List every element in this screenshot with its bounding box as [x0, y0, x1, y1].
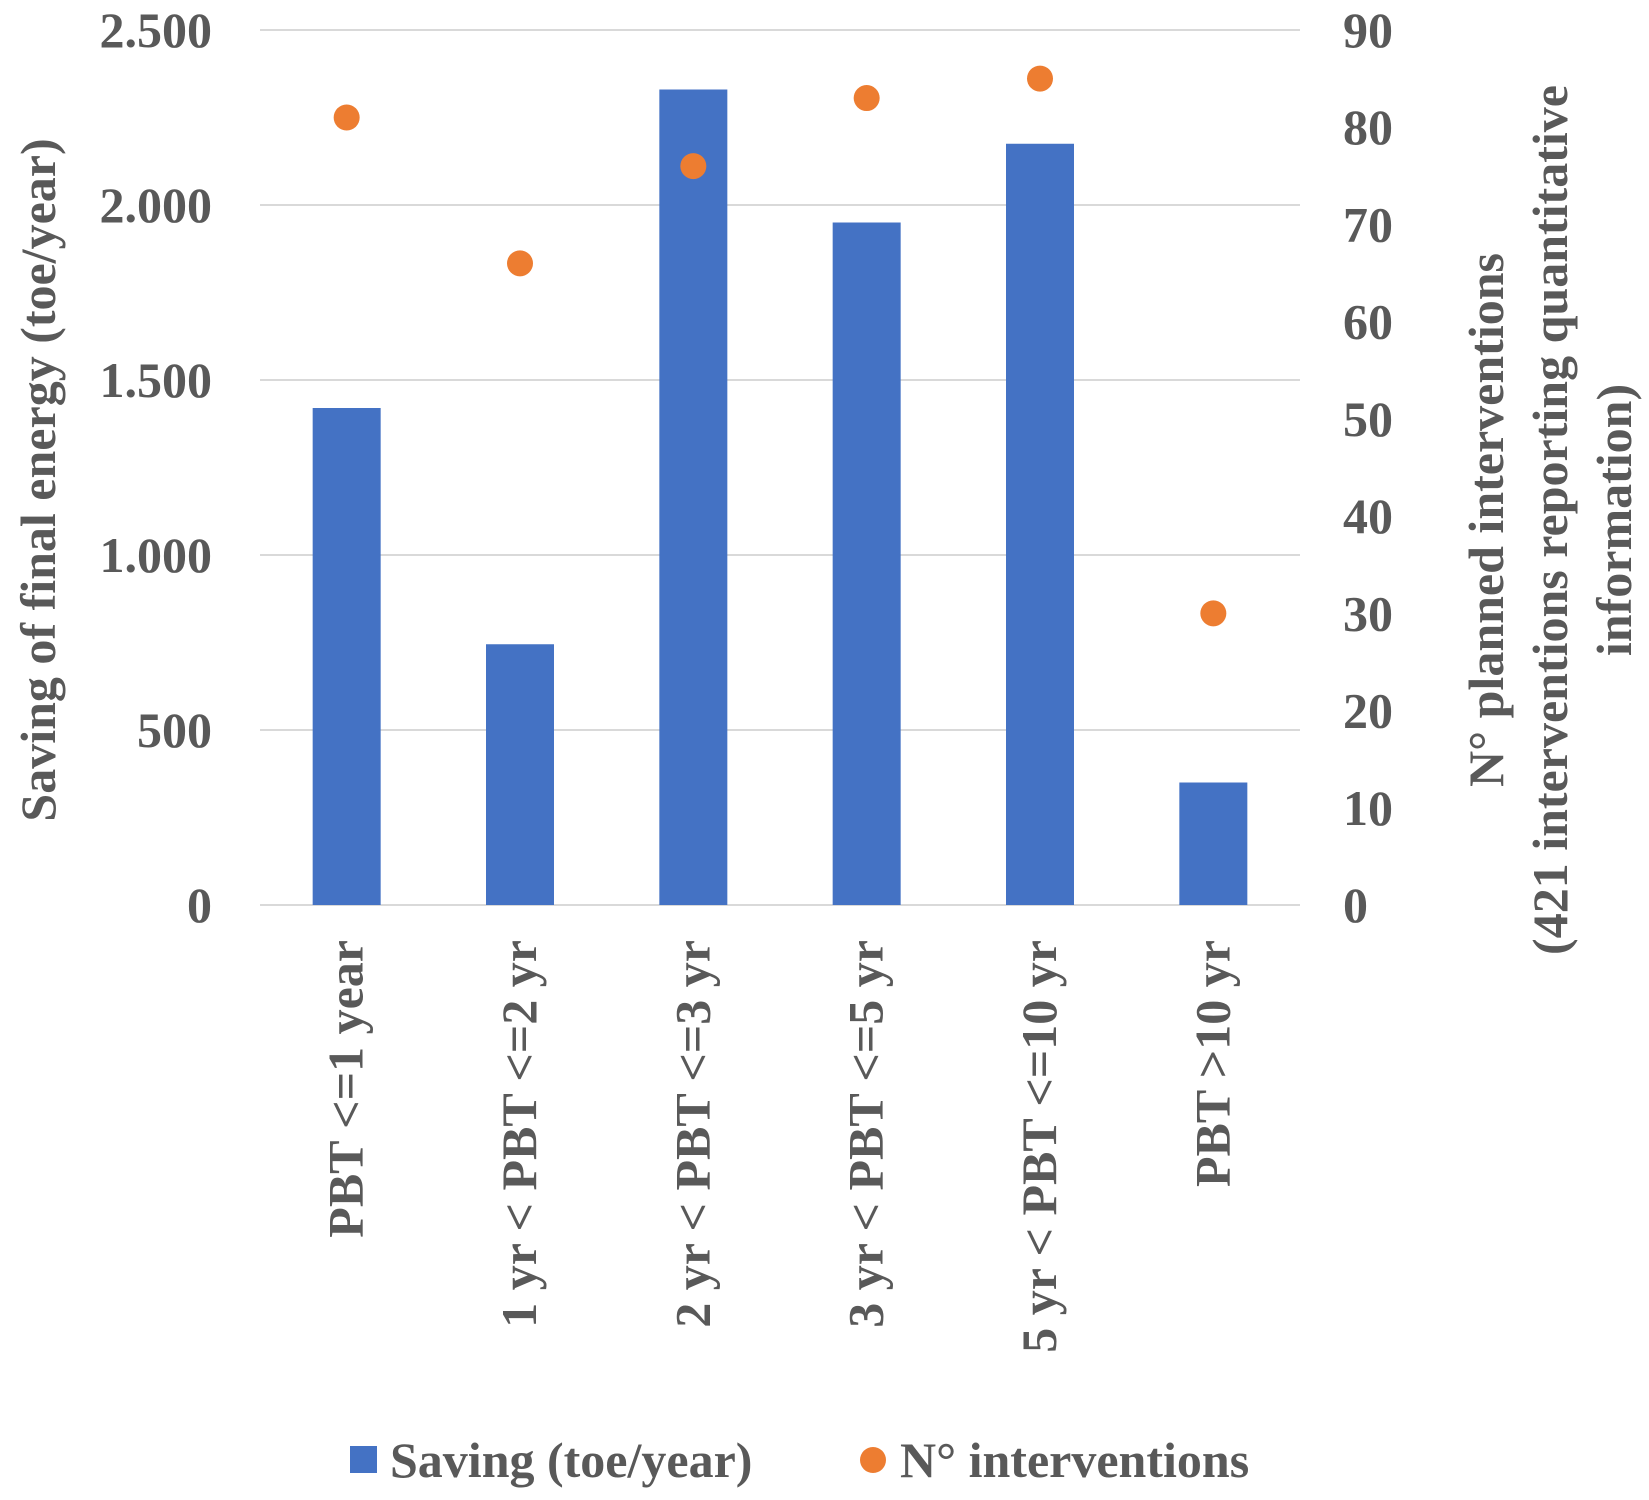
scatter-point — [853, 85, 880, 112]
scatter-point — [1027, 65, 1053, 92]
right-axis-title-line-2: (421 interventions reporting quantitativ… — [1522, 85, 1578, 955]
left-tick-label: 1.000 — [100, 527, 213, 583]
bar — [486, 644, 554, 905]
legend-label-saving: Saving (toe/year) — [390, 1432, 752, 1488]
legend: Saving (toe/year) N° interventions — [350, 1432, 1249, 1488]
bar — [659, 89, 728, 905]
category-label: 5 yr < PBT <=10 yr — [1011, 940, 1067, 1353]
left-axis-title: Saving of final energy (toe/year) — [10, 138, 66, 821]
right-tick-label: 40 — [1343, 488, 1393, 544]
scatter-point — [333, 104, 360, 131]
right-tick-label: 90 — [1343, 2, 1393, 58]
right-tick-label: 50 — [1343, 391, 1393, 447]
right-tick-label: 10 — [1343, 780, 1393, 836]
right-axis-ticks: 0 10 20 30 40 50 60 70 80 90 — [1343, 2, 1393, 933]
category-labels: PBT <=1 year 1 yr < PBT <=2 yr 2 yr < PBT … — [318, 940, 1241, 1353]
legend-swatch-interventions — [860, 1447, 886, 1473]
scatter-points — [333, 65, 1227, 627]
left-tick-label: 2.500 — [100, 2, 213, 58]
gridlines — [260, 29, 1300, 906]
scatter-point — [507, 250, 533, 277]
right-tick-label: 70 — [1343, 196, 1393, 252]
category-label: 1 yr < PBT <=2 yr — [491, 940, 547, 1328]
legend-label-interventions: N° interventions — [900, 1432, 1249, 1488]
left-axis-ticks: 0 500 1.000 1.500 2.000 2.500 — [100, 2, 213, 933]
right-tick-label: 0 — [1343, 877, 1368, 933]
right-tick-label: 20 — [1343, 683, 1393, 739]
bars — [312, 89, 1248, 905]
right-tick-label: 60 — [1343, 294, 1393, 350]
category-label: PBT >10 yr — [1184, 940, 1240, 1187]
bar — [832, 222, 901, 905]
right-tick-label: 30 — [1343, 585, 1393, 641]
legend-swatch-saving — [350, 1446, 377, 1473]
left-tick-label: 500 — [137, 702, 212, 758]
category-label: 3 yr < PBT <=5 yr — [838, 940, 894, 1328]
right-axis-title-line-3: information) — [1586, 384, 1642, 656]
bar — [1006, 143, 1074, 905]
scatter-point — [1200, 600, 1227, 627]
left-tick-label: 2.000 — [100, 177, 213, 233]
right-tick-label: 80 — [1343, 99, 1393, 155]
left-tick-label: 0 — [187, 877, 212, 933]
category-label: PBT <=1 year — [318, 940, 374, 1238]
bar — [312, 408, 381, 905]
category-label: 2 yr < PBT <=3 yr — [664, 940, 720, 1328]
right-axis-title: N° planned interventions (421 interventi… — [1458, 85, 1642, 955]
left-tick-label: 1.500 — [100, 352, 213, 408]
bar — [1179, 782, 1248, 905]
scatter-point — [680, 153, 707, 180]
right-axis-title-line-1: N° planned interventions — [1458, 253, 1514, 787]
